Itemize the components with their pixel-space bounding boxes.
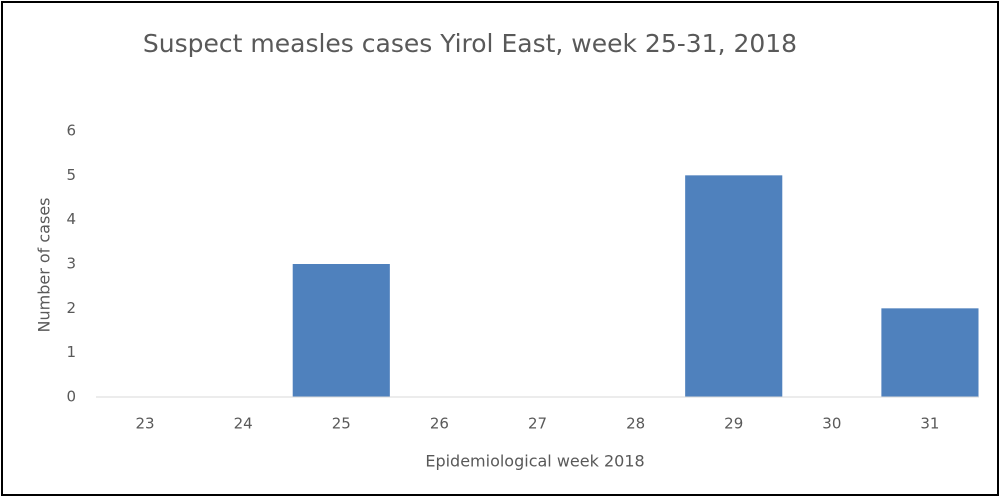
- bar: [881, 308, 979, 397]
- x-tick-label: 29: [724, 415, 743, 433]
- x-tick-label: 25: [332, 415, 351, 433]
- chart-title: Suspect measles cases Yirol East, week 2…: [143, 29, 797, 58]
- x-tick-label: 23: [136, 415, 155, 433]
- y-tick-label: 5: [66, 166, 76, 184]
- y-tick-label: 2: [66, 299, 76, 317]
- x-tick-label: 31: [920, 415, 939, 433]
- y-tick-label: 1: [66, 343, 76, 361]
- x-tick-label: 27: [528, 415, 547, 433]
- y-axis-title: Number of cases: [35, 198, 54, 333]
- x-tick-label: 28: [626, 415, 645, 433]
- x-tick-label: 30: [822, 415, 841, 433]
- y-tick-label: 4: [66, 210, 76, 228]
- bar: [685, 175, 783, 397]
- x-tick-label: 24: [234, 415, 253, 433]
- y-tick-label: 3: [66, 255, 76, 273]
- y-tick-label: 6: [66, 122, 76, 140]
- x-axis-title: Epidemiological week 2018: [425, 452, 644, 471]
- x-tick-label: 26: [430, 415, 449, 433]
- bar: [292, 264, 390, 397]
- y-tick-label: 0: [66, 388, 76, 406]
